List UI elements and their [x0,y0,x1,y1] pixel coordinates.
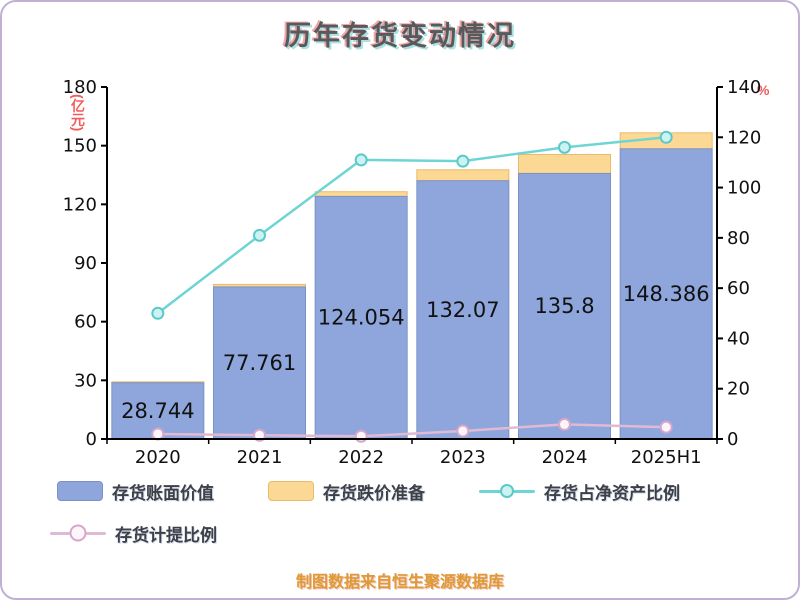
x-axis-category-label: 2020 [135,447,181,468]
legend-row-1: 存货账面价值 存货跌价准备 存货占净资产比例 [2,474,798,508]
legend: 存货账面价值 存货跌价准备 存货占净资产比例 存货计提比例 [2,474,798,550]
pink-marker-icon [69,524,87,542]
bar-book-value [213,286,306,440]
marker-net_asset_ratio [253,228,266,242]
x-axis-category-label: 2022 [338,447,384,468]
marker-provision_ratio [659,420,673,434]
left-axis-tick-label: 90 [74,253,97,274]
legend-label-net-asset-ratio: 存货占净资产比例 [544,483,680,503]
bar-value-label: 148.386 [623,282,710,306]
x-axis-category-label: 2025H1 [631,447,702,468]
right-axis-tick-label: 60 [727,278,750,299]
left-axis-tick-label: 60 [74,312,97,333]
x-axis-category-label: 2021 [237,447,283,468]
bar-depreciation-reserve [518,153,611,174]
bar-value-label: 124.054 [318,306,405,330]
right-axis-tick-label: 0 [727,429,738,450]
legend-swatch-pink-line [50,524,106,542]
x-axis-category-label: 2024 [542,447,588,468]
right-axis-tick-label: 40 [727,328,750,349]
legend-item-net-asset-ratio[interactable]: 存货占净资产比例 [479,479,680,504]
marker-provision_ratio [253,428,266,442]
right-axis-tick-label: 120 [727,127,761,148]
right-axis-tick-label: 80 [727,228,750,249]
left-axis-tick-label: 30 [74,370,97,391]
legend-item-book-value[interactable]: 存货账面价值 [57,479,214,504]
marker-net_asset_ratio [151,306,165,320]
data-source-note: 制图数据来自恒生聚源数据库 [295,574,504,591]
teal-marker-icon [500,484,514,498]
bar-book-value [314,195,408,440]
legend-swatch-yellow-bar [268,481,314,501]
legend-label-provision-ratio: 存货计提比例 [115,525,217,545]
x-axis-category-label: 2023 [440,447,486,468]
bar-depreciation-reserve [416,169,510,182]
right-axis-tick-label: 100 [727,178,761,199]
bar-value-label: 132.07 [426,298,499,322]
left-axis-tick-label: 150 [63,136,97,157]
bar-book-value [518,172,611,440]
legend-swatch-teal-line [479,482,535,500]
marker-net_asset_ratio [659,130,673,144]
legend-item-provision-ratio[interactable]: 存货计提比例 [50,521,217,546]
marker-net_asset_ratio [354,153,368,167]
right-axis-tick-label: 20 [727,379,750,400]
bar-value-label: 28.744 [121,399,194,423]
legend-row-2: 存货计提比例 [2,516,798,550]
left-axis-tick-label: 180 [63,77,97,98]
chart-title: 历年存货变动情况 [284,21,516,51]
marker-provision_ratio [558,417,571,431]
bar-value-label: 135.8 [534,294,594,318]
marker-net_asset_ratio [456,154,470,168]
legend-swatch-blue-bar [57,481,103,501]
line-provision_ratio [157,423,667,438]
left-axis-unit-label: (亿元) [70,94,86,132]
marker-provision_ratio [354,429,368,443]
legend-item-depreciation-reserve[interactable]: 存货跌价准备 [268,479,425,504]
left-axis-tick-label: 120 [63,194,97,215]
bar-depreciation-reserve [314,191,408,197]
line-net_asset_ratio [157,136,667,315]
legend-label-depreciation-reserve: 存货跌价准备 [323,483,425,503]
bar-value-label: 77.761 [223,351,296,375]
marker-provision_ratio [456,424,470,438]
marker-provision_ratio [151,427,165,441]
left-axis-tick-label: 0 [86,429,97,450]
right-axis-unit-label: % [757,82,770,98]
legend-label-book-value: 存货账面价值 [112,483,214,503]
right-axis-tick-label: 140 [727,77,761,98]
marker-net_asset_ratio [558,140,571,154]
